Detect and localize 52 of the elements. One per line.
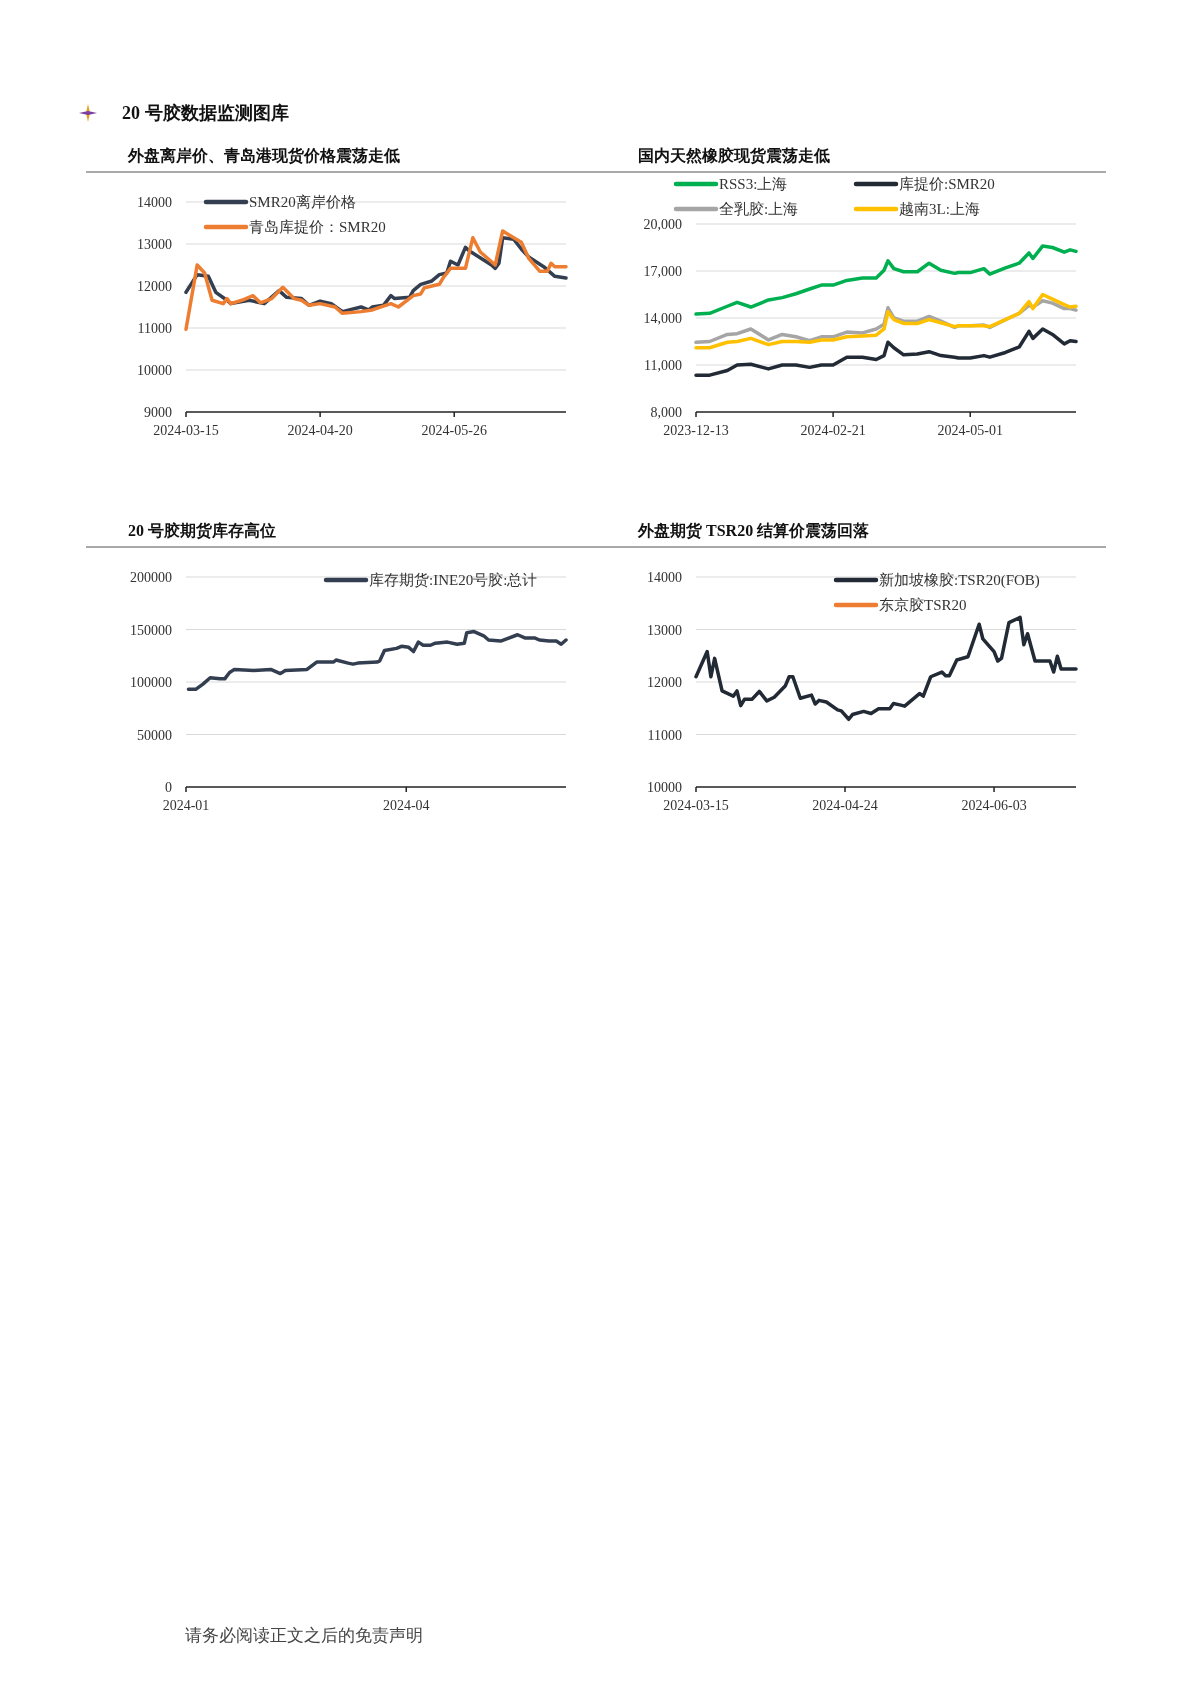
y-tick-label: 20,000 [643,217,682,232]
y-tick-label: 12000 [647,675,682,690]
x-tick-label: 2024-05-01 [937,423,1003,438]
x-tick-label: 2024-03-15 [153,423,219,438]
legend-label: 全乳胶:上海 [719,201,799,217]
legend-label: 库存期货:INE20号胶:总计 [369,572,538,588]
line-series [694,292,1078,350]
line-series [694,244,1078,316]
y-tick-label: 50000 [137,727,172,743]
legend-label: 库提价:SMR20 [899,176,995,192]
y-tick-label: 11000 [647,727,682,743]
y-tick-label: 14,000 [643,311,682,326]
chart-title: 20 号胶期货库存高位 [128,521,276,540]
x-tick-label: 2024-04 [382,798,430,813]
x-tick-label: 2024-04-20 [287,423,353,438]
legend-label: RSS3:上海 [719,176,788,192]
y-tick-label: 11000 [137,321,172,336]
line-series [694,327,1078,377]
text: 20 号胶数据监测图库 [122,103,289,123]
x-tick-label: 2024-02-21 [800,423,866,438]
y-tick-label: 14000 [647,570,682,585]
y-tick-label: 11,000 [644,358,682,373]
y-tick-label: 13000 [647,622,682,638]
x-tick-label: 2024-06-03 [961,798,1027,813]
line-series [694,615,1078,722]
legend-label: SMR20离岸价格 [249,194,356,210]
y-tick-label: 10000 [137,363,172,378]
y-tick-label: 13000 [137,237,172,252]
chart-title: 外盘期货 TSR20 结算价震荡回落 [637,522,870,540]
y-tick-label: 8,000 [650,405,682,420]
y-tick-label: 12000 [137,279,172,294]
y-tick-label: 10000 [647,780,682,795]
y-tick-label: 150000 [130,622,172,638]
x-tick-label: 2024-01 [162,798,210,813]
legend-label: 越南3L:上海 [899,201,980,217]
legend-label: 新加坡橡胶:TSR20(FOB) [879,572,1040,589]
y-tick-label: 100000 [130,675,172,690]
y-tick-label: 9000 [144,405,172,420]
x-tick-label: 2024-03-15 [663,798,729,813]
x-tick-label: 2024-04-24 [812,798,878,813]
y-tick-label: 0 [165,780,172,795]
line-series [186,629,568,692]
y-tick-label: 14000 [137,195,172,210]
legend-label: 青岛库提价：SMR20 [249,219,386,235]
legend-label: 东京胶TSR20 [879,597,967,613]
y-tick-label: 200000 [130,570,172,585]
text: 请务必阅读正文之后的免责声明 [185,1626,423,1645]
chart-title: 国内天然橡胶现货震荡走低 [638,147,830,165]
x-tick-label: 2023-12-13 [663,423,729,438]
chart-title: 外盘离岸价、青岛港现货价格震荡走低 [127,146,400,165]
y-tick-label: 17,000 [643,264,682,279]
x-tick-label: 2024-05-26 [421,423,487,438]
